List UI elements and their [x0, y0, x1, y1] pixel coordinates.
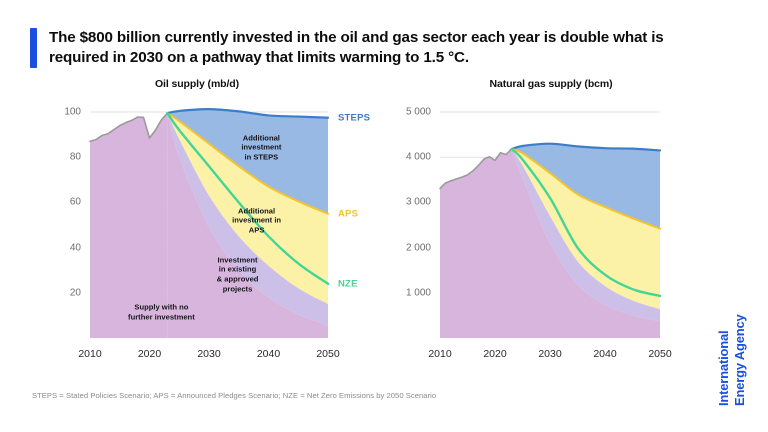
title-text: The $800 billion currently invested in t…: [49, 29, 664, 67]
x-axis-label: 2010: [78, 348, 102, 360]
chart-panel-gas: Natural gas supply (bcm) 1 000 2 000 3 000…: [378, 78, 696, 368]
annotation-supply-no-further-investment: Supply with no further investment: [128, 302, 195, 322]
x-axis-label: 2020: [137, 348, 162, 360]
iea-logo: International Energy Agency: [714, 256, 758, 406]
y-axis-label: 2 000: [405, 242, 431, 254]
y-axis-label: 1 000: [405, 287, 431, 299]
series-label-nze: NZE: [338, 278, 358, 290]
chart-title-oil: Oil supply (mb/d): [154, 78, 240, 90]
x-axis-label: 2030: [197, 348, 221, 360]
y-axis-label: 3 000: [405, 196, 431, 208]
plot-area-oil: 20 40 60 80 100 2010 2020 2030 2040 2050 STEPS APS N…: [64, 103, 370, 360]
iea-logo-line2: Energy Agency: [732, 314, 747, 406]
x-axis-label: 2020: [483, 348, 507, 360]
y-axis-label: 60: [69, 196, 81, 208]
x-axis-label: 2040: [593, 348, 617, 360]
series-label-steps: STEPS: [338, 112, 371, 124]
annotation-additional-investment-aps: Additional investment in APS: [232, 205, 282, 235]
series-label-aps: APS: [338, 208, 359, 220]
x-axis-label: 2040: [256, 348, 281, 360]
y-axis-label: 100: [64, 106, 81, 118]
annotation-additional-investment-steps: Additional investment in STEPS: [241, 133, 282, 162]
page-title: The $800 billion currently invested in t…: [30, 28, 730, 69]
plot-area-gas: 1 000 2 000 3 000 4 000 5 000 2010 2020 2030 204…: [406, 103, 672, 360]
x-axis-label: 2050: [316, 348, 340, 360]
y-axis-label: 80: [69, 151, 81, 163]
title-accent-bar: [30, 28, 37, 69]
chart-title-gas: Natural gas supply (bcm): [489, 78, 613, 90]
x-axis-label: 2030: [538, 348, 562, 360]
x-axis-label: 2050: [648, 348, 672, 360]
x-axis-label: 2010: [428, 348, 452, 360]
charts-container: Oil supply (mb/d) 20 40 60 80 100 2010 2020 203…: [0, 78, 768, 368]
gas-area-svg: [439, 111, 662, 338]
y-axis-label: 20: [69, 287, 81, 299]
y-axis-label: 5 000: [405, 106, 431, 118]
y-axis-label: 4 000: [405, 151, 431, 163]
oil-area-svg: [89, 107, 330, 338]
footnote: STEPS = Stated Policies Scenario; APS = …: [32, 391, 437, 400]
chart-panel-oil: Oil supply (mb/d) 20 40 60 80 100 2010 2020 203…: [28, 78, 376, 368]
iea-logo-line1: International: [716, 330, 731, 406]
annotation-investment-existing-approved: Investment in existing & approved projec…: [216, 255, 259, 294]
y-axis-label: 40: [69, 242, 81, 254]
